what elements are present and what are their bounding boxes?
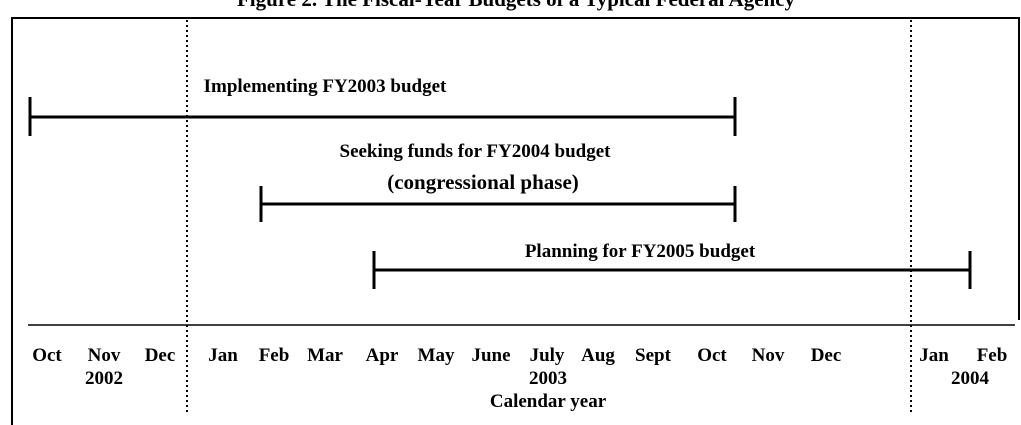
month-label: Dec [145, 345, 176, 366]
month-label: July [530, 345, 565, 366]
frame [11, 17, 1020, 425]
month-label: Jan [919, 345, 949, 366]
bar-label: Planning for FY2005 budget [525, 241, 756, 262]
month-label: Oct [32, 345, 62, 366]
bar-label: Seeking funds for FY2004 budget [340, 141, 612, 162]
axis-label: Calendar year [490, 391, 607, 412]
month-label: Aug [581, 345, 615, 366]
month-label: Sept [635, 345, 672, 366]
period-bar [259, 186, 737, 222]
year-label: 2004 [951, 368, 990, 389]
period-bar [28, 97, 737, 136]
month-label: Nov [88, 345, 121, 366]
month-label: Oct [697, 345, 727, 366]
month-label: May [418, 345, 455, 366]
month-label: Feb [259, 345, 290, 366]
bar-label: (congressional phase) [387, 170, 579, 194]
month-label: June [471, 345, 510, 366]
year-label: 2003 [529, 368, 567, 389]
bar-label: Implementing FY2003 budget [204, 76, 447, 97]
year-label: 2002 [85, 368, 123, 389]
month-label: Mar [307, 345, 343, 366]
month-label: Nov [752, 345, 785, 366]
period-bar [372, 251, 972, 289]
month-label: Feb [977, 345, 1008, 366]
month-label: Apr [366, 345, 399, 366]
month-label: Jan [208, 345, 238, 366]
month-label: Dec [811, 345, 842, 366]
figure-title: Figure 2. The Fiscal-Year Budgets of a T… [237, 0, 796, 11]
